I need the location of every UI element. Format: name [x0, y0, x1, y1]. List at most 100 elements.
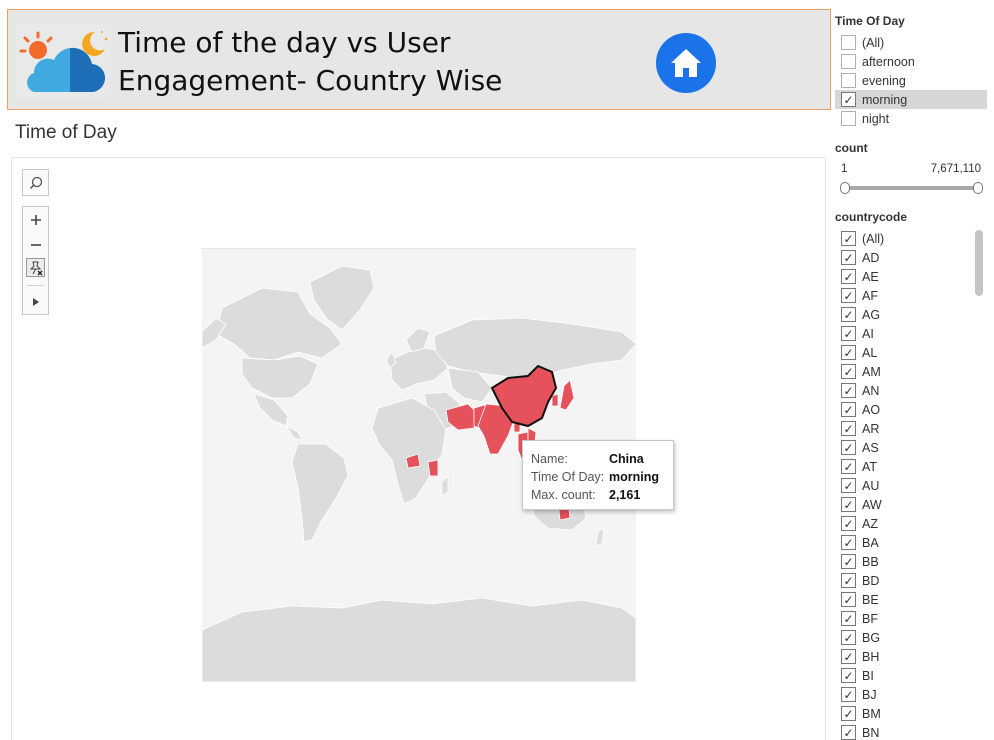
- time-of-day-option[interactable]: night: [835, 109, 987, 128]
- countrycode-option[interactable]: ✓ AW: [835, 495, 987, 514]
- countrycode-option[interactable]: ✓ AM: [835, 362, 987, 381]
- checkbox[interactable]: ✓: [841, 649, 856, 664]
- checkbox[interactable]: ✓: [841, 611, 856, 626]
- countrycode-option-label: BE: [862, 592, 879, 607]
- checkbox[interactable]: ✓: [841, 288, 856, 303]
- region-central-america: [284, 424, 303, 441]
- count-max-value: 7,671,110: [930, 163, 981, 175]
- sheet-title: Time of Day: [15, 122, 117, 143]
- home-button[interactable]: [656, 33, 716, 93]
- countrycode-option[interactable]: ✓ BE: [835, 590, 987, 609]
- countrycode-option[interactable]: ✓ AI: [835, 324, 987, 343]
- search-button[interactable]: [22, 169, 49, 196]
- checkbox[interactable]: [841, 35, 856, 50]
- countrycode-option[interactable]: ✓ (All): [835, 229, 987, 248]
- countrycode-option[interactable]: ✓ AF: [835, 286, 987, 305]
- checkbox[interactable]: ✓: [841, 440, 856, 455]
- count-range-slider[interactable]: [840, 182, 983, 194]
- countrycode-option[interactable]: ✓ AT: [835, 457, 987, 476]
- checkbox[interactable]: ✓: [841, 706, 856, 721]
- checkbox[interactable]: ✓: [841, 307, 856, 322]
- countrycode-option[interactable]: ✓ BB: [835, 552, 987, 571]
- countrycode-option[interactable]: ✓ BD: [835, 571, 987, 590]
- world-map[interactable]: [201, 248, 637, 683]
- countrycode-option[interactable]: ✓ AS: [835, 438, 987, 457]
- checkbox[interactable]: ✓: [841, 554, 856, 569]
- map-zoom-controls: [22, 206, 49, 315]
- countrycode-option[interactable]: ✓ AE: [835, 267, 987, 286]
- zoom-in-button[interactable]: [23, 207, 48, 232]
- slider-min-handle[interactable]: [840, 182, 850, 194]
- country-canada: [215, 287, 343, 361]
- countrycode-option[interactable]: ✓ AO: [835, 400, 987, 419]
- checkbox[interactable]: ✓: [841, 421, 856, 436]
- countrycode-option[interactable]: ✓ BG: [835, 628, 987, 647]
- checkbox[interactable]: ✓: [841, 592, 856, 607]
- header-banner: Time of the day vs User Engagement- Coun…: [7, 9, 831, 110]
- tooltip-name-row: Name: China: [531, 450, 665, 468]
- countrycode-option-label: BI: [862, 668, 874, 683]
- checkbox[interactable]: ✓: [841, 402, 856, 417]
- countrycode-option[interactable]: ✓ AG: [835, 305, 987, 324]
- checkbox[interactable]: ✓: [841, 630, 856, 645]
- checkbox[interactable]: ✓: [841, 383, 856, 398]
- countrycode-option-label: AO: [862, 402, 881, 417]
- time-of-day-option[interactable]: afternoon: [835, 52, 987, 71]
- time-of-day-option[interactable]: (All): [835, 33, 987, 52]
- countrycode-option[interactable]: ✓ AR: [835, 419, 987, 438]
- countrycode-option-label: BH: [862, 649, 880, 664]
- countrycode-option[interactable]: ✓ BH: [835, 647, 987, 666]
- countrycode-option[interactable]: ✓ AZ: [835, 514, 987, 533]
- countrycode-option[interactable]: ✓ AL: [835, 343, 987, 362]
- country-iran: [445, 403, 479, 431]
- countrycode-option[interactable]: ✓ BF: [835, 609, 987, 628]
- checkbox[interactable]: ✓: [841, 516, 856, 531]
- countrycode-option[interactable]: ✓ AU: [835, 476, 987, 495]
- pan-mode-button[interactable]: [23, 289, 48, 314]
- checkbox[interactable]: ✓: [841, 250, 856, 265]
- checkbox[interactable]: ✓: [841, 231, 856, 246]
- checkbox[interactable]: ✓: [841, 269, 856, 284]
- countrycode-option-label: BB: [862, 554, 879, 569]
- checkbox[interactable]: ✓: [841, 668, 856, 683]
- checkbox[interactable]: ✓: [841, 497, 856, 512]
- tooltip-time-value: morning: [609, 470, 659, 484]
- time-of-day-option[interactable]: ✓ morning: [835, 90, 987, 109]
- slider-max-handle[interactable]: [973, 182, 983, 194]
- time-of-day-option-label: afternoon: [862, 54, 915, 69]
- countrycode-scrollbar[interactable]: [975, 230, 983, 296]
- countrycode-option[interactable]: ✓ AN: [835, 381, 987, 400]
- checkbox[interactable]: ✓: [841, 92, 856, 107]
- country-uk: [385, 351, 397, 369]
- checkbox[interactable]: ✓: [841, 364, 856, 379]
- checkbox[interactable]: ✓: [841, 725, 856, 740]
- checkbox[interactable]: ✓: [841, 459, 856, 474]
- zoom-out-button[interactable]: [23, 232, 48, 257]
- tooltip-time-label: Time Of Day:: [531, 470, 605, 484]
- checkbox[interactable]: ✓: [841, 478, 856, 493]
- checkbox[interactable]: ✓: [841, 535, 856, 550]
- countrycode-option[interactable]: ✓ BN: [835, 723, 987, 740]
- countrycode-option-label: AD: [862, 250, 880, 265]
- country-kenya: [427, 459, 439, 477]
- countrycode-option-label: AN: [862, 383, 880, 398]
- countrycode-option-label: AS: [862, 440, 879, 455]
- checkbox[interactable]: ✓: [841, 345, 856, 360]
- checkbox[interactable]: ✓: [841, 573, 856, 588]
- toolbar-divider: [27, 285, 44, 286]
- checkbox[interactable]: [841, 73, 856, 88]
- countrycode-option[interactable]: ✓ BA: [835, 533, 987, 552]
- countrycode-option[interactable]: ✓ AD: [835, 248, 987, 267]
- countrycode-option[interactable]: ✓ BJ: [835, 685, 987, 704]
- slider-track: [844, 186, 978, 190]
- checkbox[interactable]: ✓: [841, 326, 856, 341]
- time-of-day-option[interactable]: evening: [835, 71, 987, 90]
- countrycode-option[interactable]: ✓ BI: [835, 666, 987, 685]
- count-filter-title: count: [835, 141, 868, 155]
- countrycode-option[interactable]: ✓ BM: [835, 704, 987, 723]
- checkbox[interactable]: [841, 111, 856, 126]
- checkbox[interactable]: ✓: [841, 687, 856, 702]
- reset-map-button[interactable]: [26, 258, 45, 277]
- checkbox[interactable]: [841, 54, 856, 69]
